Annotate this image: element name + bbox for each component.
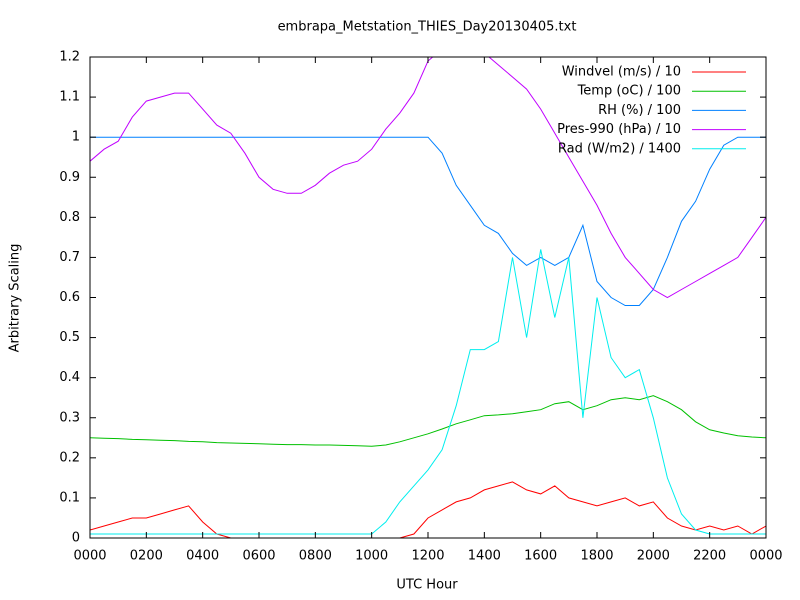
x-tick-label: 0400 <box>186 549 219 564</box>
y-tick-label: 0.6 <box>59 290 80 305</box>
x-tick-label: 1400 <box>468 549 501 564</box>
y-tick-label: 0.1 <box>59 490 80 505</box>
legend-label: Windvel (m/s) / 10 <box>562 65 681 80</box>
legend-label: Pres-990 (hPa) / 10 <box>557 122 681 137</box>
y-axis-label: Arbitrary Scaling <box>8 244 23 353</box>
y-tick-label: 0.8 <box>59 210 80 225</box>
y-tick-label: 0 <box>72 531 80 546</box>
x-tick-label: 2200 <box>693 549 726 564</box>
y-tick-label: 0.7 <box>59 250 80 265</box>
series-line <box>90 395 766 447</box>
series-line <box>90 481 766 538</box>
chart-title: embrapa_Metstation_THIES_Day20130405.txt <box>278 20 577 35</box>
x-tick-label: 2000 <box>637 549 670 564</box>
legend-label: Rad (W/m2) / 1400 <box>558 141 681 156</box>
x-tick-label: 0800 <box>299 549 332 564</box>
y-tick-label: 0.2 <box>59 450 80 465</box>
x-tick-label: 0600 <box>242 549 275 564</box>
x-axis-label: UTC Hour <box>396 578 458 593</box>
y-tick-label: 1.1 <box>59 90 80 105</box>
y-tick-label: 1 <box>72 130 80 145</box>
x-tick-label: 1800 <box>580 549 613 564</box>
x-tick-label: 0000 <box>749 549 782 564</box>
x-tick-label: 1600 <box>524 549 557 564</box>
y-tick-label: 0.5 <box>59 330 80 345</box>
y-tick-label: 0.3 <box>59 410 80 425</box>
x-tick-label: 0000 <box>73 549 106 564</box>
x-tick-label: 1000 <box>355 549 388 564</box>
y-tick-label: 0.9 <box>59 170 80 185</box>
y-tick-label: 1.2 <box>59 50 80 65</box>
x-tick-label: 1200 <box>411 549 444 564</box>
y-tick-label: 0.4 <box>59 370 80 385</box>
legend-label: RH (%) / 100 <box>598 103 681 118</box>
x-tick-label: 0200 <box>130 549 163 564</box>
legend-label: Temp (oC) / 100 <box>577 84 681 99</box>
